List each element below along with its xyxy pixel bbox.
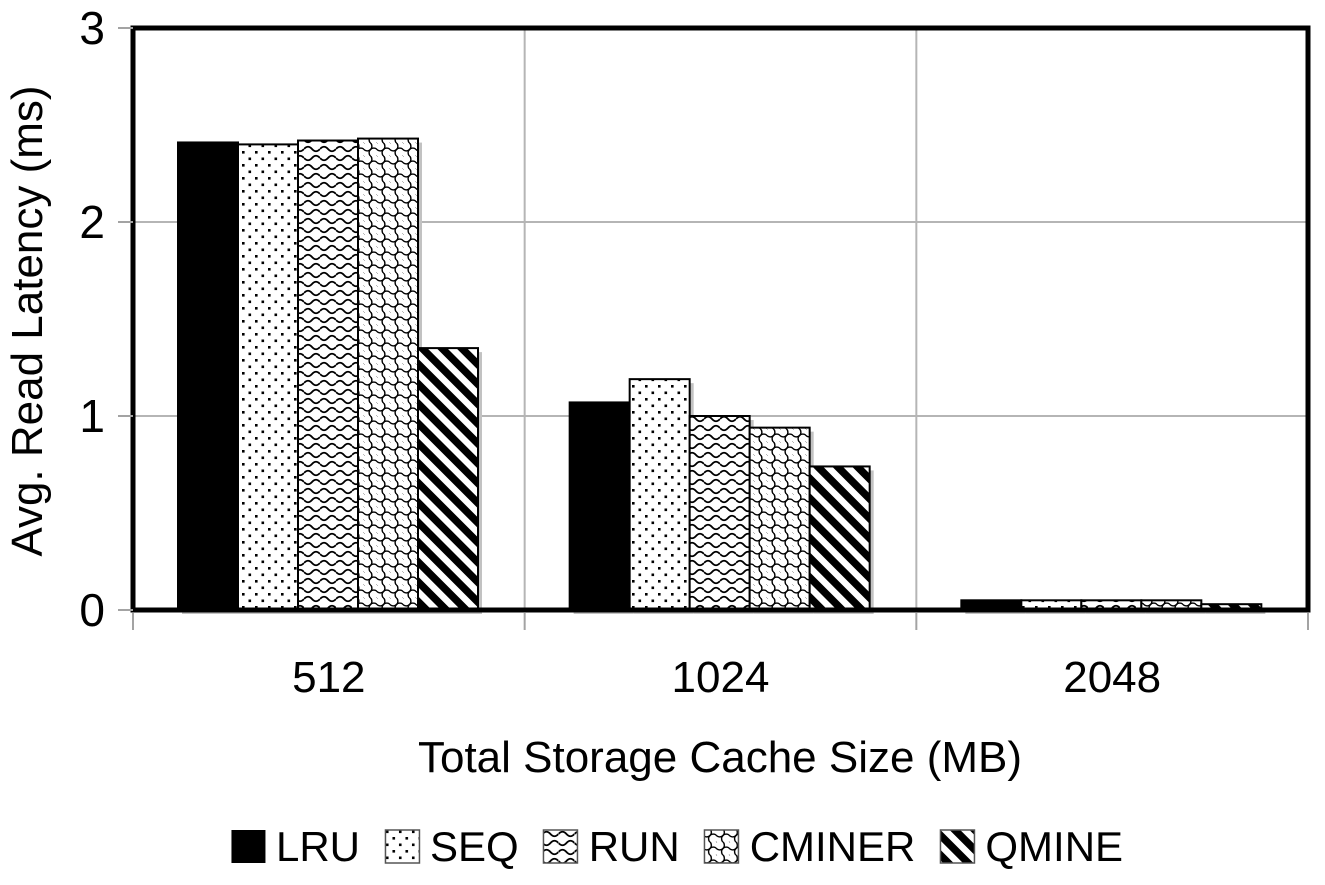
legend-swatch-RUN	[542, 829, 579, 864]
y-tick-label-3: 3	[79, 2, 105, 54]
bar-LRU-512	[177, 141, 239, 612]
legend-item-LRU: LRU	[230, 826, 360, 868]
y-axis-ticks: 0 1 2 3	[79, 2, 133, 636]
legend-swatch-rect-QMINE	[939, 829, 976, 864]
y-axis-title: Avg. Read Latency (ms)	[3, 85, 52, 556]
legend-label-LRU: LRU	[275, 823, 360, 870]
bar-CMINER-512	[357, 137, 419, 612]
legend-item-SEQ: SEQ	[384, 826, 519, 868]
x-tick-label-1024: 1024	[672, 653, 770, 702]
bar-SEQ-512	[237, 143, 299, 611]
bar-QMINE-1024	[808, 465, 871, 611]
legend-swatch-rect-CMINER	[703, 829, 740, 864]
legend-item-CMINER: CMINER	[703, 823, 916, 870]
bar-RUN-1024	[688, 415, 751, 611]
x-tick-label-2048: 2048	[1063, 653, 1161, 702]
bar-SEQ-1024	[628, 378, 691, 612]
legend-swatch-rect-RUN	[542, 829, 579, 864]
y-tick-label-0: 0	[79, 584, 105, 636]
legend-item-RUN: RUN	[542, 823, 680, 870]
x-axis-title: Total Storage Cache Size (MB)	[418, 733, 1022, 782]
legend-label-SEQ: SEQ	[429, 823, 519, 870]
legend-label-RUN: RUN	[588, 823, 680, 870]
bar-CMINER-1024	[748, 426, 811, 612]
legend-swatch-QMINE	[939, 829, 976, 864]
bar-RUN-512	[297, 139, 359, 612]
legend-swatch-rect-SEQ	[384, 829, 420, 864]
legend-item-QMINE: QMINE	[939, 826, 1123, 868]
legend-swatch-CMINER	[703, 829, 740, 864]
x-tick-label-512: 512	[292, 653, 365, 702]
plot-border	[130, 25, 1311, 613]
legend: LRU SEQ RUN CMINER QMINE	[230, 826, 1123, 868]
legend-label-CMINER: CMINER	[749, 823, 916, 870]
legend-swatch-rect-LRU	[230, 830, 265, 863]
bar-LRU-1024	[568, 401, 631, 612]
x-axis-ticks: 512 1024 2048	[132, 613, 1309, 702]
legend-swatch-SEQ	[384, 829, 420, 864]
bar-QMINE-512	[417, 347, 479, 611]
y-tick-label-1: 1	[79, 390, 105, 442]
legend-label-QMINE: QMINE	[985, 823, 1124, 870]
legend-swatch-LRU	[230, 830, 265, 863]
bars	[177, 137, 1266, 614]
y-tick-label-2: 2	[79, 196, 105, 248]
